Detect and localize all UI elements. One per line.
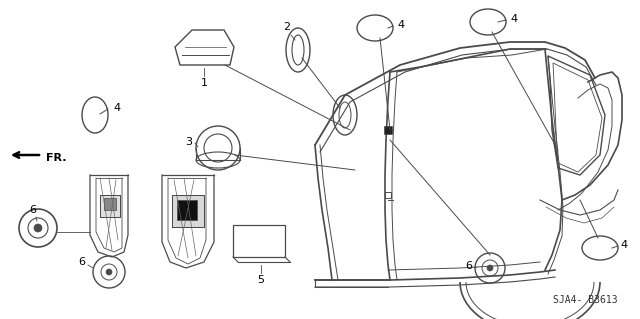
Ellipse shape <box>106 269 112 275</box>
Text: 4: 4 <box>620 240 627 250</box>
Bar <box>104 198 116 210</box>
Text: 1: 1 <box>200 78 207 88</box>
Ellipse shape <box>34 224 42 232</box>
Text: 5: 5 <box>257 275 264 285</box>
Bar <box>100 195 120 217</box>
Bar <box>172 195 204 227</box>
Ellipse shape <box>487 265 493 271</box>
Bar <box>384 126 392 134</box>
Bar <box>233 225 285 257</box>
Bar <box>385 192 391 198</box>
Text: 6: 6 <box>465 261 472 271</box>
Bar <box>177 200 197 220</box>
Text: 4: 4 <box>510 14 517 24</box>
Text: FR.: FR. <box>46 153 67 163</box>
Text: 6: 6 <box>78 257 85 267</box>
Text: 3: 3 <box>185 137 192 147</box>
Text: SJA4- B3613: SJA4- B3613 <box>554 295 618 305</box>
Text: 6: 6 <box>29 205 36 215</box>
Bar <box>100 195 120 217</box>
Text: 2: 2 <box>284 22 291 32</box>
Text: 4: 4 <box>397 20 404 30</box>
Text: 4: 4 <box>113 103 120 113</box>
Bar <box>172 195 204 227</box>
